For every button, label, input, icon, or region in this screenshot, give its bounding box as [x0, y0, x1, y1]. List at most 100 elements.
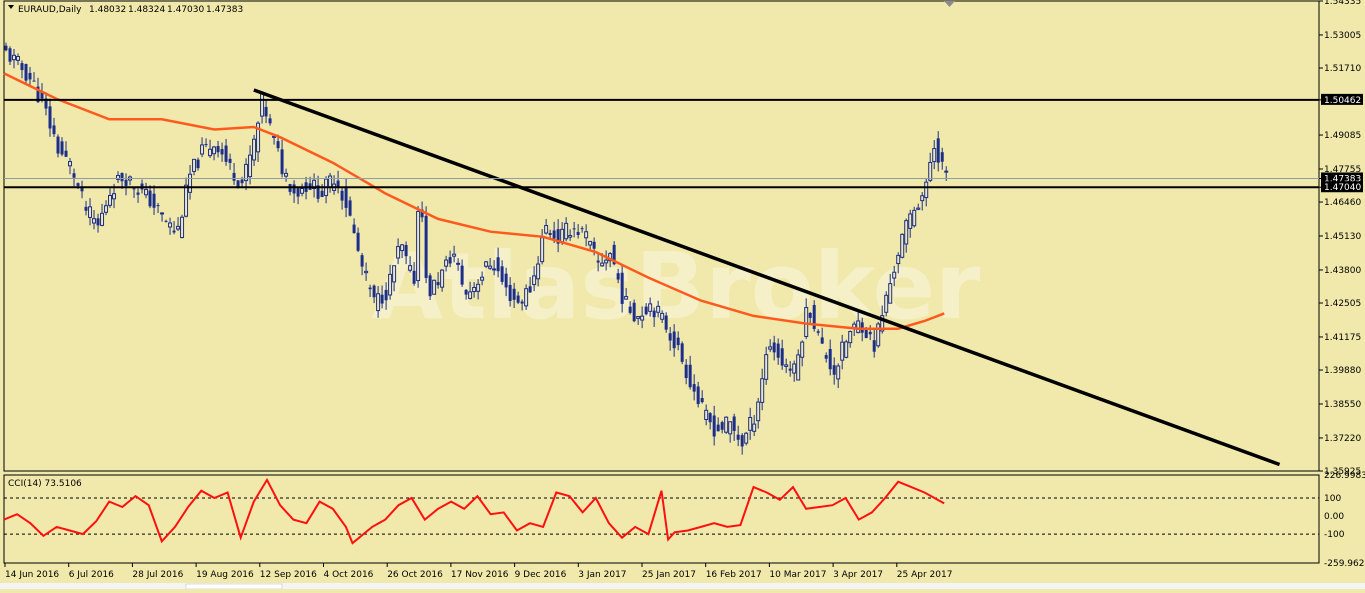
candle: [644, 303, 648, 316]
candle: [284, 168, 289, 182]
candle: [748, 407, 753, 440]
candle: [292, 180, 296, 203]
price-tick-label: 1.41175: [1324, 333, 1361, 343]
chart-header: EURAUD,Daily 1.48032 1.48324 1.47030 1.4…: [8, 5, 243, 15]
header-open: 1.48032: [89, 5, 126, 15]
candle: [712, 405, 716, 446]
candle: [804, 298, 809, 340]
candle: [724, 416, 729, 434]
candle: [680, 341, 684, 365]
candle: [604, 250, 609, 271]
main-price-panel[interactable]: AtlasBroker EURAUD,Daily 1.48032 1.48324…: [3, 0, 1320, 472]
candle: [516, 291, 520, 305]
time-tick-label: 14 Jun 2016: [5, 570, 59, 580]
candle: [48, 98, 52, 137]
candle: [132, 186, 136, 198]
candle: [408, 256, 413, 273]
candle: [828, 339, 832, 376]
candle: [124, 173, 128, 196]
price-axis[interactable]: 1.54335 1.53005 1.51710 1.50462 1.49085 1.477…: [1319, 0, 1363, 477]
candle: [760, 368, 765, 411]
cci-indicator-panel[interactable]: CCI(14) 73.5106 226.9983 100 0.00 -100 -259.…: [3, 471, 1365, 569]
time-tick-label: 19 Aug 2016: [196, 570, 254, 580]
header-dropdown-icon[interactable]: [8, 5, 14, 9]
candle: [844, 339, 849, 359]
candle: [32, 72, 36, 82]
price-tick-label: 1.54335: [1324, 0, 1361, 7]
candle: [596, 253, 600, 272]
price-tag-label: 1.47040: [1324, 183, 1361, 193]
candle: [464, 289, 468, 300]
candle: [200, 137, 205, 158]
candle: [388, 264, 393, 300]
candle: [136, 186, 140, 203]
candle: [444, 255, 449, 272]
candle: [44, 92, 48, 116]
candle: [528, 277, 532, 293]
candle: [588, 240, 593, 250]
candle: [776, 338, 780, 365]
candle: [392, 265, 397, 292]
candle: [232, 163, 236, 185]
candle: [60, 137, 64, 157]
cci-tick-label: 0.00: [1324, 512, 1344, 522]
candle: [364, 262, 369, 281]
candle: [172, 221, 176, 235]
trendline[interactable]: [253, 88, 1281, 467]
candle: [148, 185, 152, 209]
candle: [920, 192, 925, 211]
candle: [484, 260, 489, 269]
horizontal-levels[interactable]: [4, 98, 1319, 189]
candle: [72, 168, 76, 187]
time-tick-label: 25 Apr 2017: [897, 570, 953, 580]
candle: [904, 218, 909, 253]
candle: [368, 284, 372, 298]
candle: [104, 200, 109, 216]
candle: [772, 335, 776, 361]
candle: [352, 218, 356, 234]
candle: [688, 355, 692, 390]
candle: [424, 206, 428, 284]
candle: [520, 299, 524, 311]
candle: [296, 186, 300, 205]
candle: [524, 284, 529, 310]
candle: [88, 198, 93, 226]
candle: [248, 145, 253, 185]
candle: [212, 145, 217, 161]
candle: [220, 142, 224, 162]
candle: [400, 243, 405, 259]
candle: [356, 227, 360, 253]
header-high: 1.48324: [128, 5, 165, 15]
candle: [268, 114, 272, 126]
price-tick-label: 1.47755: [1324, 165, 1361, 175]
candle: [436, 272, 440, 289]
candle: [544, 218, 549, 235]
candle: [900, 233, 905, 259]
candle: [156, 202, 160, 214]
candle: [556, 219, 560, 253]
candle: [244, 158, 249, 191]
chart-shift-marker-icon[interactable]: [944, 1, 955, 7]
candle: [428, 273, 432, 300]
candle: [684, 359, 688, 385]
price-tick-label: 1.43800: [1324, 266, 1361, 276]
cci-axis: 226.9983 100 0.00 -100 -259.9625: [1324, 471, 1365, 569]
candle: [440, 269, 445, 292]
candle: [16, 53, 21, 66]
candle: [924, 178, 929, 207]
candle: [460, 259, 464, 287]
candle: [668, 327, 672, 351]
time-axis[interactable]: 14 Jun 2016 6 Jul 2016 28 Jul 2016 19 Aug 2…: [4, 563, 953, 580]
candle: [648, 297, 653, 317]
candle: [476, 279, 481, 300]
cci-line: [3, 477, 945, 545]
candle: [280, 139, 284, 178]
chart-tab-active[interactable]: [185, 583, 283, 590]
candle: [204, 138, 208, 148]
price-tick-label: 1.39880: [1324, 366, 1361, 376]
price-tick-label: 1.49085: [1324, 131, 1361, 141]
price-tag-label: 1.50462: [1324, 96, 1361, 106]
candle: [584, 224, 589, 247]
candle: [848, 330, 853, 348]
